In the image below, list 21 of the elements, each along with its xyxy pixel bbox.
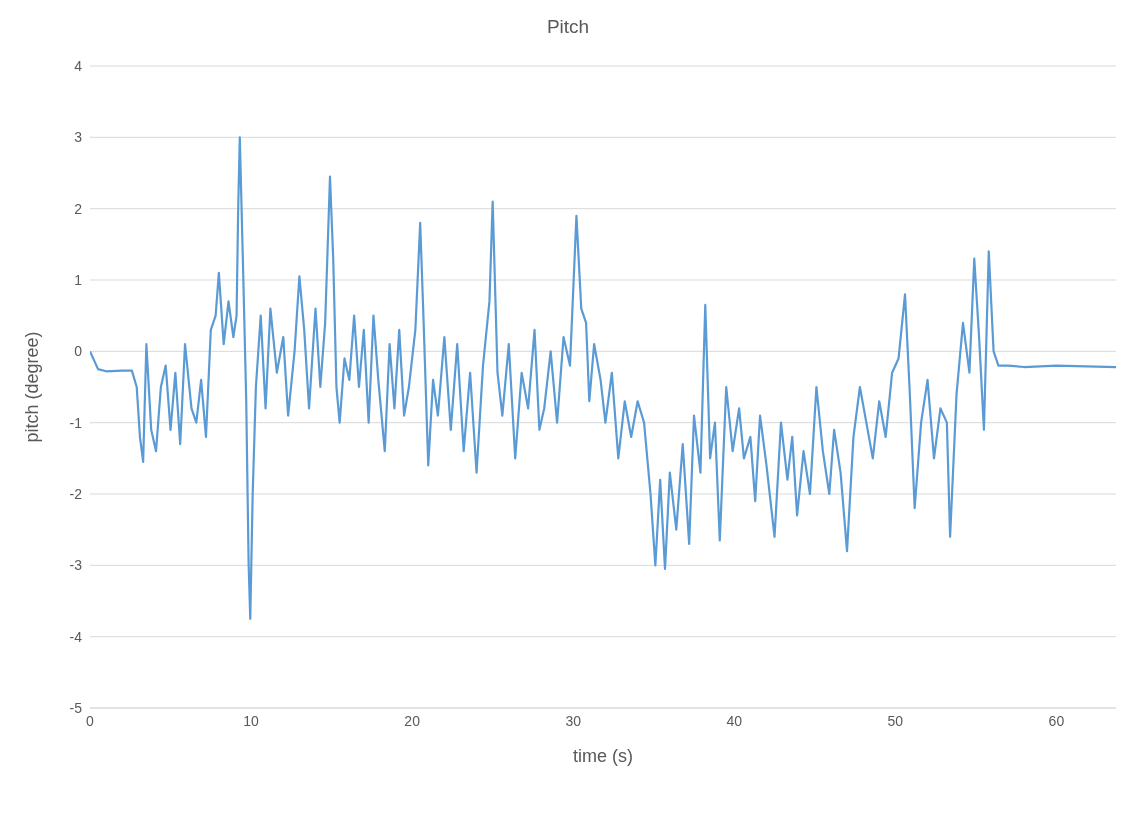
x-tick-label: 0 — [86, 712, 95, 729]
x-tick-label: 10 — [243, 712, 260, 729]
line-series — [90, 136, 1116, 620]
y-axis-title: pitch (degree) — [22, 331, 43, 443]
y-tick-label: 3 — [74, 129, 83, 146]
y-tick-label: -1 — [69, 414, 83, 431]
x-tick-label: 20 — [404, 712, 421, 729]
y-tick-label: -2 — [69, 485, 83, 502]
x-tick-label: 40 — [726, 712, 743, 729]
y-tick-label: -5 — [69, 699, 83, 716]
y-tick-label: -4 — [69, 628, 83, 645]
x-tick-label: 60 — [1048, 712, 1065, 729]
x-tick-label: 30 — [565, 712, 582, 729]
x-tick-label: 50 — [887, 712, 904, 729]
y-tick-label: 1 — [74, 271, 83, 288]
y-tick-label: 2 — [74, 200, 83, 217]
y-tick-label: -3 — [69, 557, 83, 574]
y-tick-label: 4 — [74, 57, 83, 74]
chart-title: Pitch — [545, 16, 591, 38]
x-axis-title: time (s) — [573, 746, 633, 766]
y-tick-label: 0 — [74, 343, 83, 360]
